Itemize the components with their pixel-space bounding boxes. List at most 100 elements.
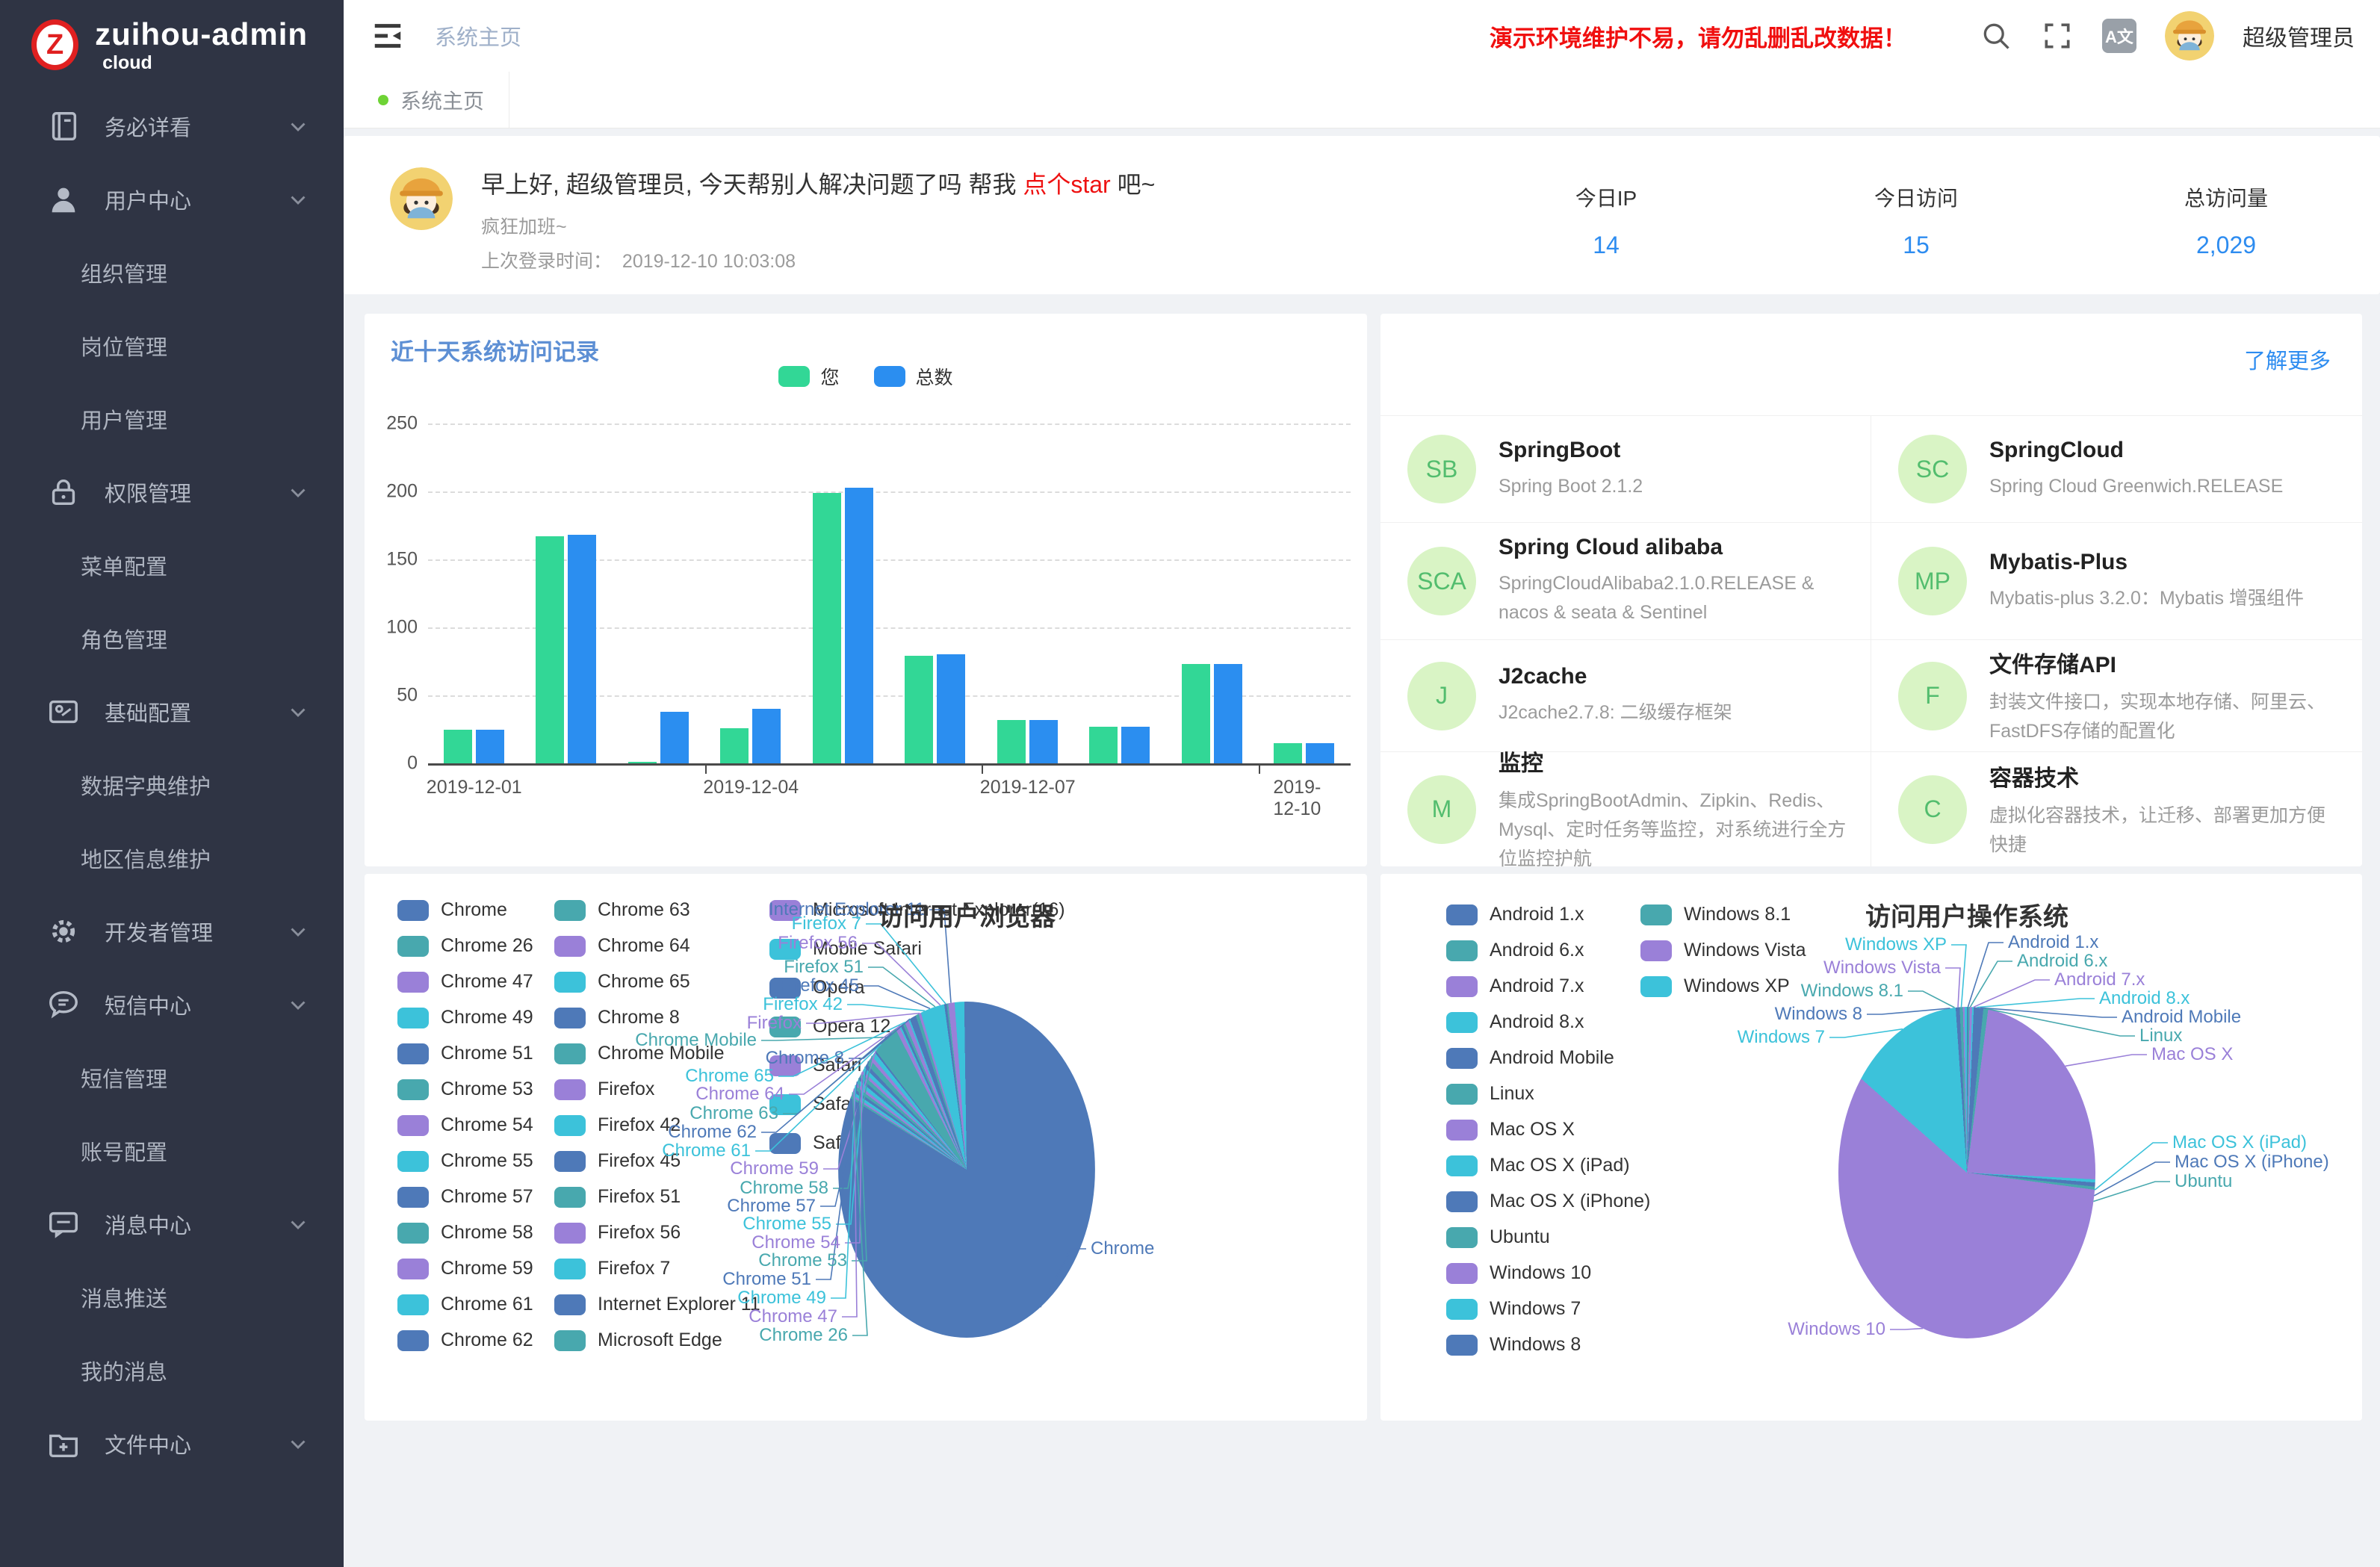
pie-chart[interactable] — [1838, 1007, 2095, 1338]
legend-item-Windows 8.1[interactable]: Windows 8.1 — [1640, 904, 1791, 925]
sidebar-item-2[interactable]: 组织管理 — [0, 236, 344, 309]
star-link[interactable]: 点个star — [1023, 171, 1110, 198]
legend-item-总数[interactable]: 总数 — [874, 363, 953, 390]
fullscreen-icon[interactable] — [2041, 19, 2074, 52]
sidebar-item-6[interactable]: 菜单配置 — [0, 529, 344, 602]
bar-2019-12-07-总数[interactable] — [1029, 720, 1058, 763]
legend-item-Linux[interactable]: Linux — [1446, 1083, 1534, 1105]
sidebar-item-10[interactable]: 地区信息维护 — [0, 822, 344, 895]
legend-item-Windows 8[interactable]: Windows 8 — [1446, 1334, 1581, 1356]
pie-chart[interactable] — [838, 1002, 1095, 1338]
legend-item-Windows Vista[interactable]: Windows Vista — [1640, 940, 1806, 961]
bar-2019-12-07-您[interactable] — [997, 720, 1026, 763]
legend-item-Firefox[interactable]: Firefox — [554, 1079, 654, 1100]
bar-2019-12-06-您[interactable] — [905, 656, 933, 763]
bar-2019-12-05-您[interactable] — [813, 493, 841, 763]
translate-icon[interactable]: A文 — [2102, 19, 2136, 53]
legend-item-Chrome 63[interactable]: Chrome 63 — [554, 899, 690, 921]
legend-item-Mac OS X[interactable]: Mac OS X — [1446, 1119, 1575, 1141]
app-logo[interactable]: Z zuihou-admin cloud — [0, 0, 344, 90]
bar-2019-12-02-总数[interactable] — [568, 535, 596, 763]
search-icon[interactable] — [1980, 19, 2012, 52]
framework-badge: SB — [1407, 435, 1476, 503]
sidebar-item-15[interactable]: 消息中心 — [0, 1188, 344, 1261]
sidebar-item-1[interactable]: 用户中心 — [0, 163, 344, 236]
legend-item-Mac OS X (iPhone)[interactable]: Mac OS X (iPhone) — [1446, 1191, 1650, 1212]
legend-item-Chrome 62[interactable]: Chrome 62 — [397, 1329, 533, 1351]
sidebar-item-17[interactable]: 我的消息 — [0, 1334, 344, 1407]
bar-2019-12-10-您[interactable] — [1274, 743, 1302, 763]
bar-2019-12-01-总数[interactable] — [476, 730, 504, 764]
sidebar-item-9[interactable]: 数据字典维护 — [0, 748, 344, 822]
bar-2019-12-01-您[interactable] — [444, 730, 472, 764]
legend-item-Internet Explorer 11[interactable]: Internet Explorer 11 — [554, 1294, 760, 1315]
legend-item-Chrome 65[interactable]: Chrome 65 — [554, 971, 690, 993]
bar-2019-12-08-您[interactable] — [1089, 727, 1118, 763]
sidebar-item-13[interactable]: 短信管理 — [0, 1041, 344, 1114]
pie-label-Windows 8.1: Windows 8.1 — [1801, 981, 1903, 1002]
bar-2019-12-09-总数[interactable] — [1214, 664, 1242, 763]
sidebar-item-11[interactable]: 开发者管理 — [0, 895, 344, 968]
legend-item-Android 6.x[interactable]: Android 6.x — [1446, 940, 1584, 961]
legend-item-Chrome 61[interactable]: Chrome 61 — [397, 1294, 533, 1315]
legend-item-Mac OS X (iPad)[interactable]: Mac OS X (iPad) — [1446, 1155, 1630, 1176]
legend-item-Microsoft Edge[interactable]: Microsoft Edge — [554, 1329, 722, 1351]
bar-2019-12-09-您[interactable] — [1182, 664, 1210, 763]
sidebar-item-3[interactable]: 岗位管理 — [0, 309, 344, 382]
sidebar-item-0[interactable]: 务必详看 — [0, 90, 344, 163]
legend-item-Chrome 55[interactable]: Chrome 55 — [397, 1150, 533, 1172]
bar-2019-12-03-总数[interactable] — [660, 712, 689, 763]
legend-item-Chrome[interactable]: Chrome — [397, 899, 507, 921]
bar-2019-12-03-您[interactable] — [628, 762, 657, 763]
legend-item-Chrome 57[interactable]: Chrome 57 — [397, 1186, 533, 1208]
legend-item-Firefox 56[interactable]: Firefox 56 — [554, 1222, 681, 1244]
bar-2019-12-10-总数[interactable] — [1306, 743, 1334, 763]
legend-item-Android 1.x[interactable]: Android 1.x — [1446, 904, 1584, 925]
legend-item-Chrome 54[interactable]: Chrome 54 — [397, 1114, 533, 1136]
bar-2019-12-08-总数[interactable] — [1121, 727, 1150, 763]
bar-2019-12-05-总数[interactable] — [845, 488, 873, 763]
sidebar-item-8[interactable]: 基础配置 — [0, 675, 344, 748]
bar-2019-12-06-总数[interactable] — [937, 654, 965, 763]
legend-item-Chrome 53[interactable]: Chrome 53 — [397, 1079, 533, 1100]
legend-item-Chrome 51[interactable]: Chrome 51 — [397, 1043, 533, 1064]
bar-2019-12-02-您[interactable] — [536, 536, 564, 763]
sidebar-item-5[interactable]: 权限管理 — [0, 456, 344, 529]
legend-item-Firefox 42[interactable]: Firefox 42 — [554, 1114, 681, 1136]
sidebar-item-label: 消息中心 — [105, 1208, 191, 1240]
welcome-avatar — [390, 167, 453, 230]
legend-item-Ubuntu[interactable]: Ubuntu — [1446, 1226, 1550, 1248]
legend-item-Firefox 51[interactable]: Firefox 51 — [554, 1186, 681, 1208]
learn-more-link[interactable]: 了解更多 — [2244, 344, 2331, 375]
legend-item-Android 8.x[interactable]: Android 8.x — [1446, 1011, 1584, 1033]
legend-item-Android 7.x[interactable]: Android 7.x — [1446, 975, 1584, 997]
legend-item-Chrome 59[interactable]: Chrome 59 — [397, 1258, 533, 1279]
sidebar-item-4[interactable]: 用户管理 — [0, 382, 344, 456]
user-icon — [46, 182, 81, 217]
legend-item-Firefox 7[interactable]: Firefox 7 — [554, 1258, 670, 1279]
legend-item-Chrome 58[interactable]: Chrome 58 — [397, 1222, 533, 1244]
bar-2019-12-04-总数[interactable] — [752, 709, 781, 763]
sidebar-item-label: 地区信息维护 — [81, 843, 211, 874]
framework-title: 文件存储API — [1989, 646, 2340, 679]
sidebar-item-14[interactable]: 账号配置 — [0, 1114, 344, 1188]
legend-item-Chrome 49[interactable]: Chrome 49 — [397, 1007, 533, 1028]
legend-item-Chrome 64[interactable]: Chrome 64 — [554, 935, 690, 957]
legend-item-您[interactable]: 您 — [778, 363, 839, 390]
bar-2019-12-04-您[interactable] — [720, 728, 749, 763]
sidebar-item-18[interactable]: 文件中心 — [0, 1407, 344, 1480]
menu-fold-icon[interactable] — [371, 19, 405, 53]
sidebar-item-7[interactable]: 角色管理 — [0, 602, 344, 675]
legend-item-Windows 10[interactable]: Windows 10 — [1446, 1262, 1591, 1284]
user-avatar[interactable] — [2165, 11, 2214, 60]
legend-item-Android Mobile[interactable]: Android Mobile — [1446, 1047, 1614, 1069]
legend-item-Chrome 8[interactable]: Chrome 8 — [554, 1007, 680, 1028]
current-user-name[interactable]: 超级管理员 — [2243, 19, 2355, 52]
sidebar-item-12[interactable]: 短信中心 — [0, 968, 344, 1041]
legend-item-Windows 7[interactable]: Windows 7 — [1446, 1298, 1581, 1320]
legend-item-Windows XP[interactable]: Windows XP — [1640, 975, 1790, 997]
tab-system-home[interactable]: 系统主页 — [344, 72, 509, 128]
sidebar-item-16[interactable]: 消息推送 — [0, 1261, 344, 1334]
legend-item-Chrome 47[interactable]: Chrome 47 — [397, 971, 533, 993]
legend-item-Chrome 26[interactable]: Chrome 26 — [397, 935, 533, 957]
